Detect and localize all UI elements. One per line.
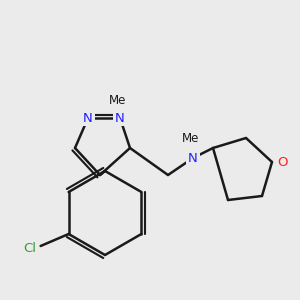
Text: Me: Me: [109, 94, 127, 106]
Text: Me: Me: [182, 133, 200, 146]
Text: N: N: [115, 112, 125, 124]
Text: Cl: Cl: [23, 242, 36, 254]
Text: O: O: [277, 155, 287, 169]
Text: N: N: [83, 112, 93, 124]
Text: N: N: [188, 152, 198, 164]
